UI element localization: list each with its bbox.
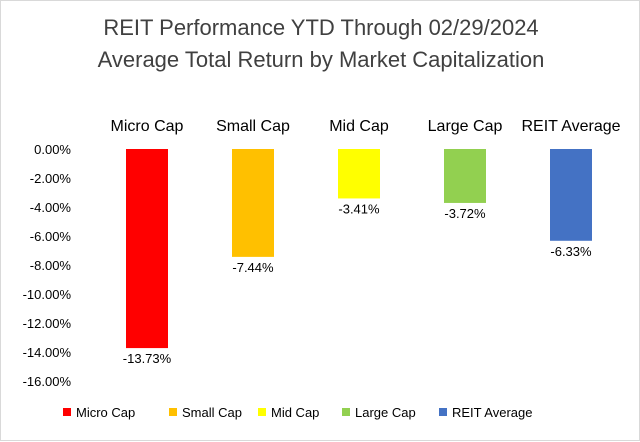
legend-label: Small Cap xyxy=(182,405,242,420)
y-tick-label: -16.00% xyxy=(23,374,72,389)
category-label: Large Cap xyxy=(428,118,503,135)
y-tick-label: -14.00% xyxy=(23,345,72,360)
legend-swatch xyxy=(63,408,71,416)
y-tick-label: -4.00% xyxy=(30,200,72,215)
bar-large-cap xyxy=(444,149,486,203)
data-label: -3.41% xyxy=(338,201,380,216)
y-tick-label: -12.00% xyxy=(23,316,72,331)
category-label: REIT Average xyxy=(521,118,620,135)
bar-small-cap xyxy=(232,149,274,257)
legend-label: Large Cap xyxy=(355,405,416,420)
category-label: Micro Cap xyxy=(111,118,184,135)
category-label: Small Cap xyxy=(216,118,290,135)
legend-label: Mid Cap xyxy=(271,405,319,420)
y-tick-label: -10.00% xyxy=(23,287,72,302)
chart-subtitle: Average Total Return by Market Capitaliz… xyxy=(97,47,545,72)
bar-reit-average xyxy=(550,149,592,241)
y-tick-label: -6.00% xyxy=(30,229,72,244)
legend-swatch xyxy=(439,408,447,416)
data-label: -6.33% xyxy=(550,244,592,259)
legend-swatch xyxy=(258,408,266,416)
data-label: -3.72% xyxy=(444,206,486,221)
legend-label: REIT Average xyxy=(452,405,532,420)
bar-mid-cap xyxy=(338,149,380,199)
legend-swatch xyxy=(342,408,350,416)
y-tick-label: -8.00% xyxy=(30,258,72,273)
data-label: -7.44% xyxy=(232,260,274,275)
category-label: Mid Cap xyxy=(329,118,389,135)
y-tick-label: 0.00% xyxy=(34,142,71,157)
y-tick-label: -2.00% xyxy=(30,171,72,186)
legend-swatch xyxy=(169,408,177,416)
data-label: -13.73% xyxy=(123,351,172,366)
chart-title: REIT Performance YTD Through 02/29/2024 xyxy=(103,15,539,40)
bar-micro-cap xyxy=(126,149,168,349)
legend-label: Micro Cap xyxy=(76,405,135,420)
